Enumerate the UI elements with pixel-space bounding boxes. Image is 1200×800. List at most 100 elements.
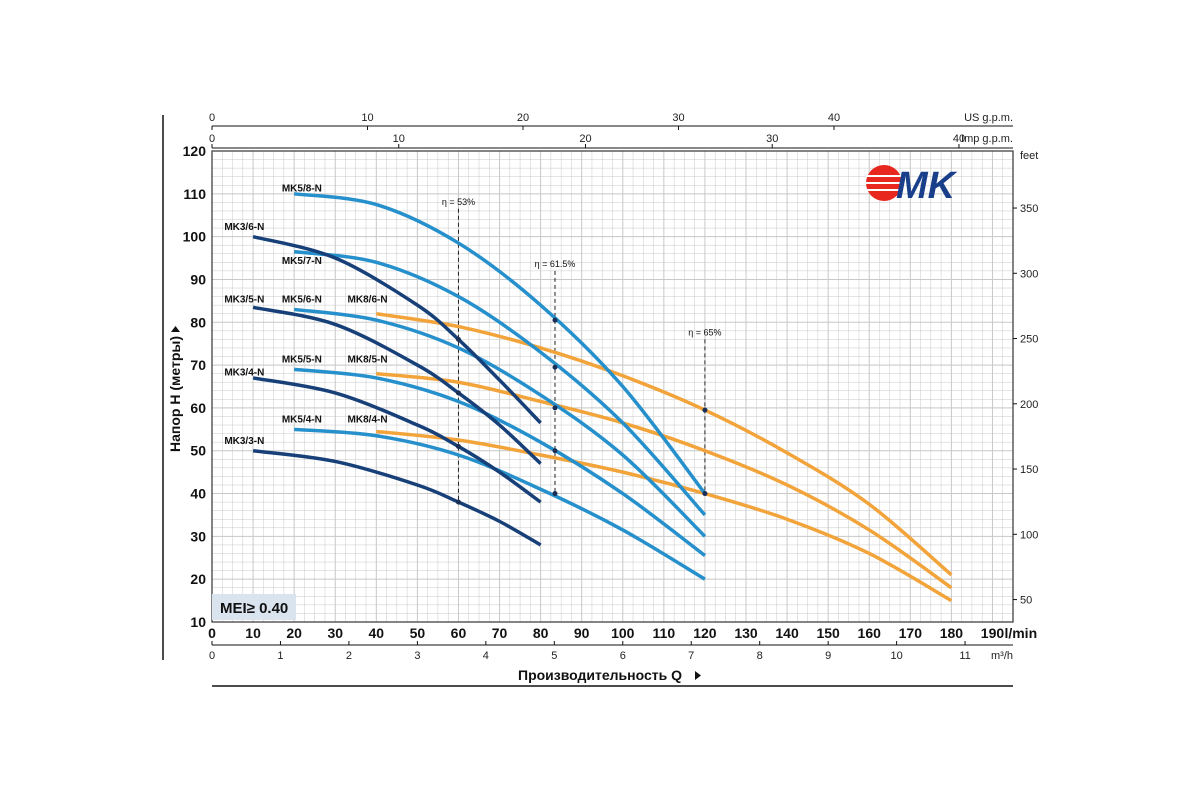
series-label: MK3/6-N (224, 222, 264, 233)
m3h-tick-label: 8 (757, 650, 763, 662)
x-tick-label: 0 (208, 625, 216, 641)
m3h-tick-label: 0 (209, 650, 215, 662)
efficiency-markers (455, 317, 708, 505)
x-tick-label: 150 (816, 625, 840, 641)
y-axis-title: Напор H (метры) (162, 115, 183, 660)
efficiency-label: η = 65% (688, 327, 721, 337)
x-tick-label: 30 (327, 625, 343, 641)
imp-gpm-tick-label: 20 (579, 133, 591, 145)
m3h-tick-label: 9 (825, 650, 831, 662)
y-tick-label: 110 (183, 186, 206, 202)
x-tick-label: 140 (775, 625, 799, 641)
y-tick-label: 120 (183, 143, 207, 159)
series-label: MK5/7-N (282, 256, 322, 267)
imp-gpm-tick-label: 10 (393, 133, 405, 145)
efficiency-label: η = 61.5% (535, 259, 576, 269)
series-label: MK3/4-N (224, 368, 264, 379)
m3h-tick-label: 6 (620, 650, 626, 662)
series-label: MK8/5-N (348, 355, 388, 366)
us-gpm-tick-label: 30 (672, 112, 684, 124)
m3h-tick-label: 11 (959, 650, 970, 662)
us-gpm-tick-label: 10 (361, 112, 373, 124)
series-label: MK3/3-N (224, 436, 264, 447)
arrow-right-icon (695, 671, 701, 680)
curve-mk3-3-n (252, 448, 542, 547)
efficiency-marker (455, 443, 461, 449)
feet-tick-label: 300 (1020, 268, 1038, 280)
x-tick-label: 70 (492, 625, 508, 641)
m3h-tick-label: 5 (551, 650, 557, 662)
x-tick-label: 170 (899, 625, 923, 641)
efficiency-marker (455, 499, 461, 505)
pump-curves (252, 192, 953, 603)
efficiency-marker (552, 405, 558, 411)
feet-tick-label: 350 (1020, 203, 1038, 215)
efficiency-marker (455, 336, 461, 342)
y-tick-label: 50 (190, 443, 206, 459)
x-tick-label: 80 (533, 625, 549, 641)
curve-mk3-5-n (252, 305, 542, 465)
m3h-tick-label: 3 (414, 650, 420, 662)
y-tick-label: 20 (190, 571, 206, 587)
efficiency-marker (702, 407, 708, 413)
y-tick-label: 90 (190, 271, 206, 287)
x-tick-label: 160 (858, 625, 882, 641)
series-label: MK8/4-N (348, 415, 388, 426)
x-tick-label: 110 (653, 625, 676, 641)
y-tick-label: 100 (183, 229, 207, 245)
x-axis-label: Производительность Q (518, 667, 682, 683)
efficiency-marker (702, 491, 708, 497)
badge: MEI≥ 0.40 (212, 594, 296, 620)
curve-mk8-6-n (376, 311, 953, 577)
imp-gpm-tick-label: 40 (953, 133, 965, 145)
series-label: MK3/5-N (224, 295, 264, 306)
y-tick-label: 60 (190, 400, 206, 416)
curve-mk8-4-n (376, 429, 953, 603)
feet-tick-label: 200 (1020, 399, 1038, 411)
imp-gpm-tick-label: 30 (766, 133, 778, 145)
x-tick-label: 50 (410, 625, 426, 641)
m3h-tick-label: 7 (688, 650, 694, 662)
efficiency-marker (552, 448, 558, 454)
us-gpm-tick-label: 20 (517, 112, 529, 124)
m3h-tick-label: 2 (346, 650, 352, 662)
x-tick-label: 190 (981, 625, 1005, 641)
x-tick-label: 120 (693, 625, 717, 641)
feet-unit-label: feet (1020, 150, 1038, 162)
efficiency-marker (552, 364, 558, 370)
efficiency-marker (455, 390, 461, 396)
feet-tick-label: 150 (1020, 464, 1038, 476)
x-tick-label: 40 (369, 625, 385, 641)
series-label: MK5/5-N (282, 355, 322, 366)
brand-logo: MK (866, 165, 958, 207)
y-tick-label: 30 (190, 528, 206, 544)
mei-badge: MEI≥ 0.40 (220, 600, 288, 617)
us-gpm-unit-label: US g.p.m. (964, 112, 1013, 124)
axes: 0 10 20 30 40 50 60 70 80 90 100 110 120 130 140 150 160… (183, 112, 1039, 662)
imp-gpm-unit-label: Imp g.p.m. (961, 133, 1013, 145)
x-tick-label: 20 (286, 625, 302, 641)
series-label: MK8/6-N (348, 295, 388, 306)
series-label: MK5/4-N (282, 415, 322, 426)
x-unit-label: l/min (1004, 625, 1037, 641)
x-tick-label: 100 (611, 625, 635, 641)
y-tick-label: 70 (190, 357, 206, 373)
imp-gpm-tick-label: 0 (209, 133, 215, 145)
logo-sphere-icon (866, 165, 902, 201)
x-tick-label: 180 (940, 625, 964, 641)
curve-mk3-4-n (252, 376, 542, 504)
y-tick-label: 80 (190, 314, 206, 330)
feet-tick-label: 100 (1020, 529, 1038, 541)
feet-tick-label: 50 (1020, 595, 1032, 607)
plot-frame (211, 150, 1014, 623)
efficiency-marker (552, 491, 558, 497)
x-tick-label: 90 (574, 625, 590, 641)
m3h-unit-label: m³/h (991, 650, 1013, 662)
curve-mk5-5-n (293, 367, 706, 558)
x-tick-label: 60 (451, 625, 467, 641)
feet-tick-label: 250 (1020, 334, 1038, 346)
efficiency-label: η = 53% (442, 197, 475, 207)
us-gpm-tick-label: 40 (828, 112, 840, 124)
curve-mk5-8-n (293, 192, 707, 495)
